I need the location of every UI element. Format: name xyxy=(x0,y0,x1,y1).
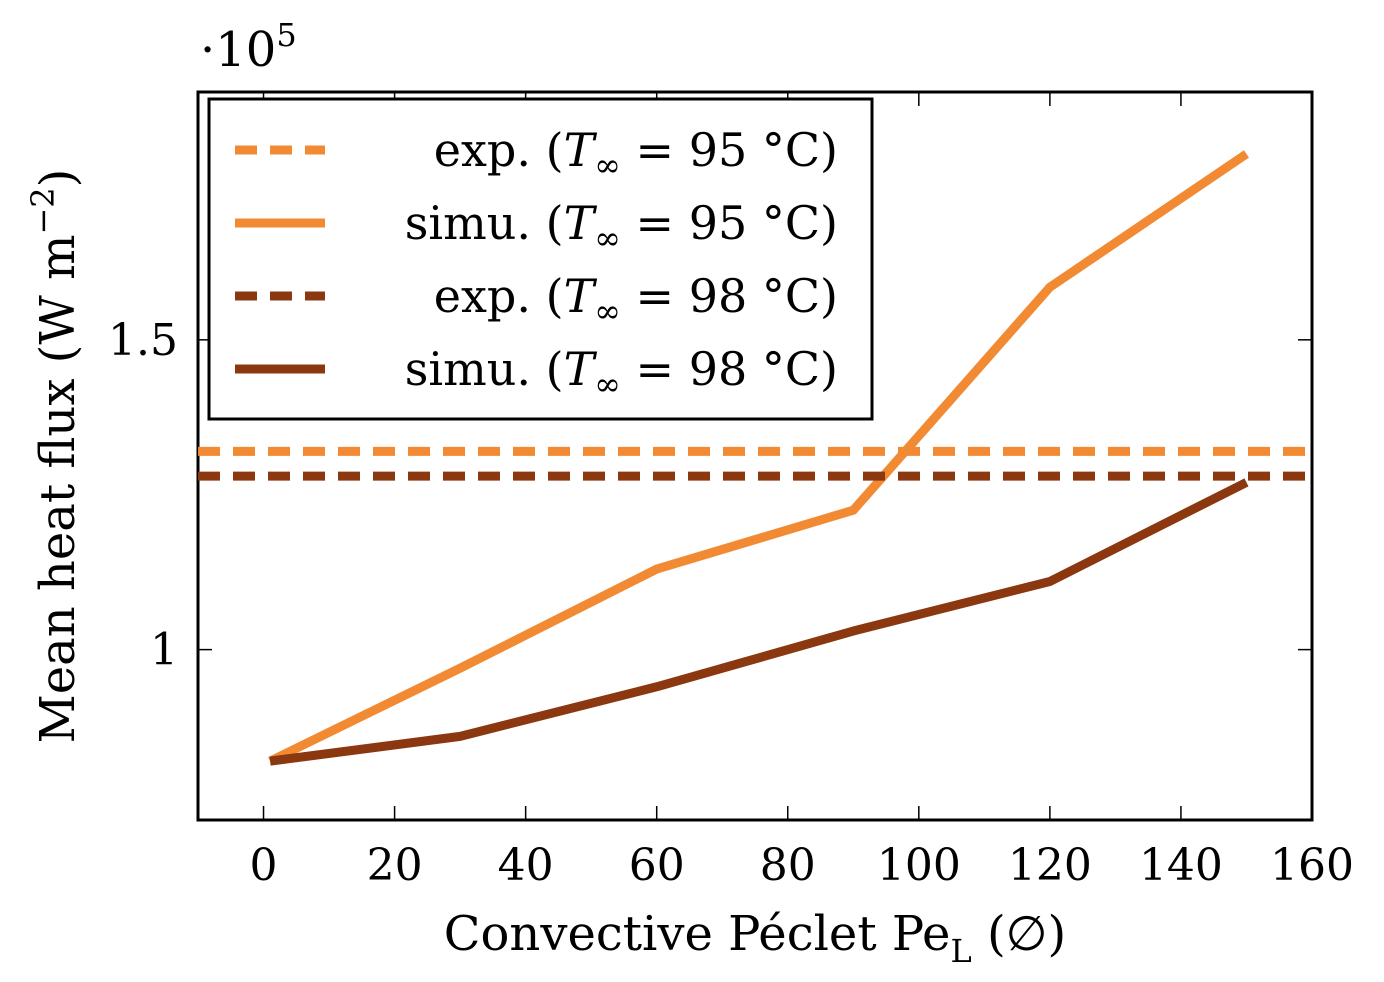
y-multiplier: ·105 xyxy=(200,16,297,78)
x-axis-ticks: 0 20 40 60 80 100 120 140 160 xyxy=(250,92,1354,891)
simu-line-1 xyxy=(268,150,1249,766)
y-axis-label: Mean heat flux (W m−2) xyxy=(24,169,86,744)
x-tick-label: 0 xyxy=(250,840,278,891)
legend-label: exp. (T∞ = 98 °C) xyxy=(434,269,838,330)
y-tick-label: 1 xyxy=(150,625,178,676)
legend: exp. (T∞ = 95 °C) simu. (T∞ = 95 °C) exp. … xyxy=(207,97,874,421)
simu-line-3 xyxy=(269,478,1249,766)
x-tick-label: 20 xyxy=(367,840,423,891)
y-tick-label: 1.5 xyxy=(108,315,178,366)
x-tick-label: 100 xyxy=(877,840,961,891)
plot-frame xyxy=(196,90,1314,822)
series-layer xyxy=(198,150,1312,766)
x-tick-label: 80 xyxy=(760,840,816,891)
x-tick-label: 140 xyxy=(1139,840,1223,891)
legend-label: simu. (T∞ = 95 °C) xyxy=(405,196,838,257)
y-axis-ticks: 11.5 xyxy=(108,315,1312,676)
x-tick-label: 40 xyxy=(498,840,554,891)
x-tick-label: 160 xyxy=(1270,840,1354,891)
legend-label: simu. (T∞ = 98 °C) xyxy=(405,342,838,403)
legend-label: exp. (T∞ = 95 °C) xyxy=(434,123,838,184)
x-tick-label: 60 xyxy=(629,840,685,891)
x-tick-label: 120 xyxy=(1008,840,1092,891)
x-axis-label: Convective Péclet PeL (∅) xyxy=(444,906,1066,970)
